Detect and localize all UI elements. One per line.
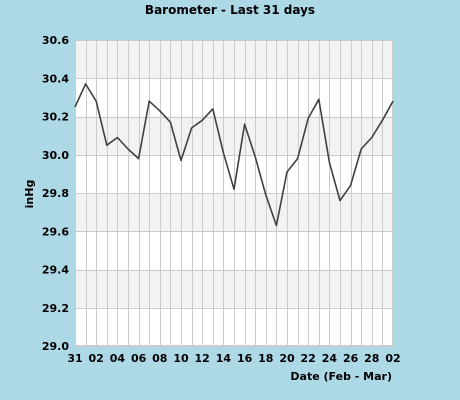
chart-title: Barometer - Last 31 days: [145, 3, 315, 17]
x-tick-label: 08: [152, 352, 167, 365]
x-tick-label: 26: [343, 352, 359, 365]
x-tick-label: 18: [258, 352, 273, 365]
x-tick-label: 20: [279, 352, 295, 365]
x-tick-label: 16: [237, 352, 253, 365]
y-tick-label: 29.4: [42, 264, 69, 277]
y-axis-label: inHg: [23, 180, 36, 209]
x-tick-label: 06: [131, 352, 147, 365]
y-tick-label: 29.6: [42, 225, 69, 238]
y-tick-label: 30.6: [42, 34, 69, 47]
plot-area: [74, 40, 394, 347]
y-tick-label: 29.0: [42, 340, 69, 353]
x-tick-label: 04: [110, 352, 126, 365]
x-axis-label: Date (Feb - Mar): [290, 370, 392, 383]
x-tick-label: 31: [67, 352, 82, 365]
x-tick-label: 24: [322, 352, 338, 365]
y-tick-label: 30.2: [42, 111, 69, 124]
x-tick-label: 14: [216, 352, 232, 365]
pressure-series-line: [74, 83, 394, 227]
y-tick-label: 30.4: [42, 72, 69, 85]
x-tick-label: 12: [195, 352, 210, 365]
plot-border: [75, 40, 393, 346]
x-tick-label: 02: [385, 352, 400, 365]
x-tick-label: 22: [301, 352, 316, 365]
y-tick-label: 29.2: [42, 302, 69, 315]
x-tick-label: 02: [89, 352, 104, 365]
y-tick-label: 30.0: [42, 149, 69, 162]
y-tick-label: 29.8: [42, 187, 69, 200]
x-tick-label: 28: [364, 352, 379, 365]
x-tick-label: 10: [173, 352, 189, 365]
